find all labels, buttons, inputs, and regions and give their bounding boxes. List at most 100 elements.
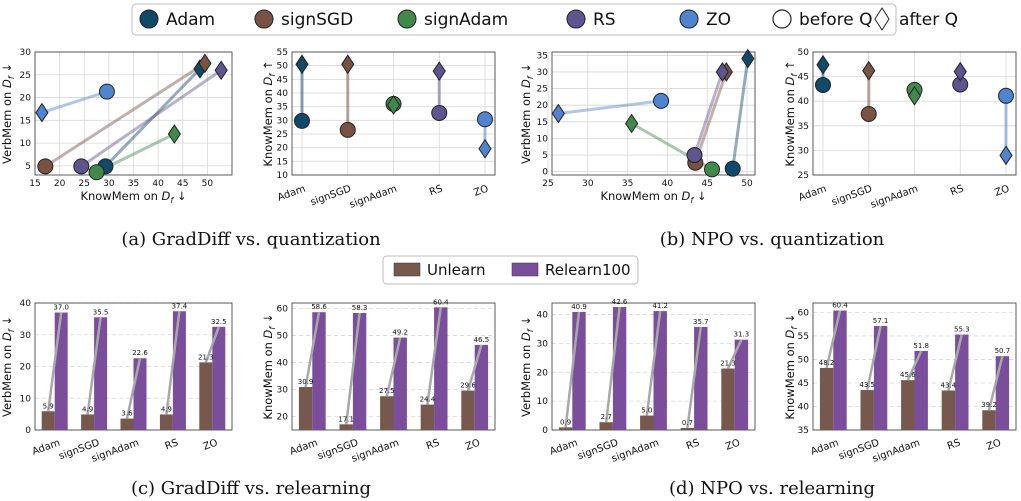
bar-value-label: 22.6 (132, 349, 148, 357)
relearn-connector (686, 326, 703, 429)
legend-mid-frame (382, 255, 639, 285)
bar-relearn (955, 334, 969, 430)
x-tick-label: 30 (582, 179, 594, 189)
point-before-signadam (704, 161, 721, 178)
y-tick-label: 35 (798, 426, 809, 436)
bar-relearn (352, 312, 367, 430)
point-after-zo (478, 138, 492, 159)
bar-value-label: 35.7 (693, 318, 709, 326)
bar-relearn (694, 326, 708, 430)
y-tick-label: 20 (20, 363, 32, 373)
point-after-rs (432, 61, 446, 82)
point-after-signsgd (198, 53, 212, 74)
x-tick-label: ZO (993, 183, 1011, 198)
relearn-connector (947, 334, 964, 391)
x-tick-label: 35 (622, 179, 633, 189)
caption-b: (b) NPO vs. quantization (660, 229, 885, 250)
legend-label: signSGD (281, 10, 353, 30)
bar-value-label: 4.9 (161, 405, 172, 413)
x-tick-label: ZO (985, 437, 1003, 452)
point-before-zo (98, 83, 115, 100)
y-tick-label: 10 (20, 394, 32, 404)
connector-signsgd (693, 71, 728, 164)
y-tick-label: 30 (20, 48, 32, 58)
bar-value-label: 58.3 (352, 304, 368, 312)
bar-relearn (434, 307, 448, 430)
y-axis-label: VerbMem on Df ↓ (0, 63, 16, 164)
point-before-adam (294, 112, 310, 129)
panel-d-right: 35404550556048.260.4Adam43.557.1signSGD4… (783, 302, 1017, 465)
point-before-adam (724, 160, 741, 177)
y-axis-label: KnowMem on Df ↑ (261, 60, 277, 166)
bar-relearn (312, 312, 326, 430)
y-tick-label: 30 (277, 385, 289, 395)
x-tick-label: Adam (31, 437, 62, 457)
bar-relearn (393, 337, 407, 430)
bar-relearn (94, 317, 108, 430)
legend-label: after Q (899, 10, 958, 30)
y-tick-label: 35 (277, 103, 288, 113)
legend-label: RS (593, 10, 616, 30)
y-tick-label: 30 (277, 116, 289, 126)
bar-value-label: 35.5 (93, 308, 109, 316)
x-tick-label: RS (949, 183, 965, 198)
y-tick-label: 10 (537, 134, 549, 144)
y-tick-label: 5 (542, 151, 548, 161)
bar-relearn (873, 326, 888, 430)
point-before-zo (653, 92, 670, 109)
relearn-connector (865, 325, 882, 391)
y-tick-label: 60 (798, 308, 810, 318)
y-tick-label: 50 (798, 355, 810, 365)
relearn-connector (906, 350, 923, 381)
relearn-connector (344, 312, 361, 425)
point-before-signadam (88, 164, 105, 181)
bar-value-label: 5.9 (43, 402, 54, 410)
legend-marker-before-q (772, 9, 792, 29)
bar-unlearn (420, 404, 435, 430)
y-tick-label: 55 (277, 48, 288, 58)
bar-value-label: 48.2 (819, 359, 835, 367)
y-tick-label: 25 (20, 71, 31, 81)
bar-value-label: 42.6 (612, 298, 628, 306)
bar-value-label: 21.3 (720, 360, 736, 368)
bar-value-label: 39.2 (981, 401, 997, 409)
bar-value-label: 43.5 (859, 381, 875, 389)
bar-value-label: 27.5 (379, 387, 395, 395)
connector-zo (558, 99, 662, 115)
point-after-rs (953, 61, 967, 82)
bar-unlearn (721, 368, 735, 430)
point-after-signadam (167, 124, 181, 144)
bar-relearn (833, 310, 847, 430)
y-tick-label: 0 (25, 426, 31, 436)
legend-swatch-unlearn (393, 262, 421, 277)
relearn-connector (564, 311, 581, 428)
legend-swatch-relearn100 (511, 262, 539, 277)
relearn-connector (46, 312, 63, 412)
point-after-zo (551, 103, 565, 124)
point-after-rs (715, 62, 729, 82)
bar-relearn (212, 326, 226, 430)
y-tick-label: 20 (277, 412, 289, 422)
y-tick-label: 40 (537, 311, 549, 321)
caption-c: (c) GradDiff vs. relearning (131, 478, 371, 499)
bar-value-label: 46.5 (474, 336, 490, 344)
y-axis-label: KnowMem on Df ↑ (783, 60, 799, 166)
x-tick-label: ZO (472, 183, 490, 198)
bar-unlearn (599, 422, 613, 430)
relearn-connector (987, 355, 1004, 411)
x-tick-label: 40 (152, 179, 164, 189)
panel-c-left: 0102030405.937.0Adam4.935.5signSGD3.622.… (0, 299, 233, 465)
point-after-signsgd (862, 60, 876, 81)
bar-relearn (572, 311, 586, 430)
bar-value-label: 30.9 (298, 378, 314, 386)
connector-adam (731, 58, 750, 169)
bar-value-label: 31.3 (734, 331, 750, 339)
bar-unlearn (380, 396, 394, 430)
x-tick-label: 25 (542, 179, 553, 189)
y-tick-label: 45 (798, 379, 809, 389)
point-before-signsgd (860, 105, 877, 122)
x-tick-label: RS (425, 437, 441, 452)
